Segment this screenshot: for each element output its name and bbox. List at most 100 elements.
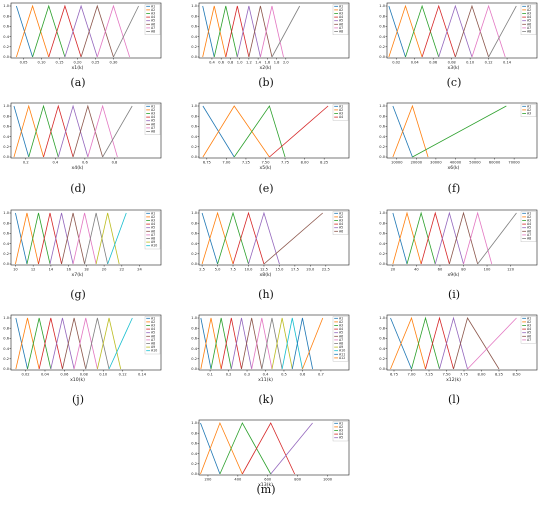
x-tick-label: 10000	[391, 161, 403, 165]
x-tick-label: 12.5	[260, 268, 268, 272]
y-tick-label: 0.8	[379, 326, 385, 330]
membership-line	[85, 317, 110, 370]
membership-line	[72, 212, 97, 265]
membership-line	[438, 4, 473, 58]
subplot-h: 0.0 0.2 0.4 0.6 0.8 1.0 2.5 5.0 7.5 10.0 12.5 15.0 1…	[191, 209, 350, 301]
legend-label: A3	[527, 112, 531, 116]
membership-line	[260, 5, 284, 58]
y-tick-label: 0.8	[379, 14, 385, 18]
x-axis-label: x1(k)	[72, 65, 84, 71]
y-tick-label: 0.0	[3, 55, 9, 59]
x-axis-label: x10(k)	[70, 377, 85, 383]
x-tick-label: 15.0	[275, 268, 284, 272]
legend-label: A4	[151, 115, 155, 119]
legend-label: A5	[151, 19, 155, 23]
legend-label: A2	[339, 8, 343, 12]
membership-line	[62, 317, 87, 370]
x-tick-label: 0.12	[119, 373, 127, 377]
x-tick-label: 14	[49, 268, 54, 272]
x-tick-label: 8.00	[301, 161, 310, 165]
legend-label: A6	[527, 229, 531, 233]
y-tick-label: 0.6	[3, 337, 9, 341]
plot-frame	[198, 2, 350, 59]
x-tick-label: 1.4	[255, 61, 261, 65]
legend	[332, 421, 349, 442]
membership-line	[406, 211, 436, 265]
legend-label: A9	[339, 345, 343, 349]
legend-label: A4	[339, 15, 343, 19]
x-axis-label: x6(k)	[448, 165, 460, 171]
legend-label: A4	[527, 15, 531, 19]
legend-label: A3	[339, 324, 343, 328]
x-tick-label: 22	[120, 268, 125, 272]
legend-label: A7	[339, 26, 343, 30]
panel-caption: (c)	[447, 76, 462, 89]
x-axis-label: x7(k)	[72, 272, 84, 278]
plot-frame	[10, 314, 162, 371]
x-tick-label: 10	[13, 268, 18, 272]
x-tick-label: 800	[294, 478, 302, 482]
x-tick-label: 0.02	[22, 373, 30, 377]
y-tick-label: 0.6	[3, 25, 9, 29]
legend-label: A7	[339, 338, 343, 342]
legend-label: A8	[151, 130, 155, 134]
plot-frame	[198, 314, 350, 371]
membership-line	[467, 317, 517, 370]
membership-line	[219, 422, 272, 475]
membership-line	[392, 104, 429, 158]
legend-label: A5	[151, 331, 155, 335]
x-tick-label: 8.25	[320, 161, 328, 165]
y-tick-label: 0.0	[3, 367, 9, 371]
membership-line	[108, 317, 133, 370]
y-tick-label: 0.6	[191, 25, 197, 29]
y-tick-label: 0.6	[379, 232, 385, 236]
legend-label: A4	[151, 222, 155, 226]
membership-line	[230, 317, 253, 370]
legend-label: A7	[151, 233, 155, 237]
subplot-b: 0.00.20.40.60.81.00.4 0.6 0.8 1.0 1.2 1.4 1.6 1…	[191, 2, 350, 89]
membership-line	[202, 105, 270, 158]
membership-line	[271, 5, 301, 58]
x-tick-label: 400	[234, 478, 242, 482]
membership-line	[281, 317, 303, 370]
y-tick-label: 1.0	[379, 211, 385, 215]
membership-line	[241, 422, 296, 475]
y-tick-label: 0.8	[379, 221, 385, 225]
y-tick-label: 0.2	[191, 45, 197, 49]
legend	[144, 4, 161, 35]
legend-label: A6	[151, 229, 155, 233]
membership-line	[454, 4, 489, 58]
legend-label: A1	[339, 211, 343, 215]
legend-label: A5	[151, 119, 155, 123]
x-tick-label: 12	[31, 268, 36, 272]
legend-label: A2	[339, 425, 343, 429]
legend-label: A7	[527, 233, 531, 237]
y-tick-label: 0.2	[191, 357, 197, 361]
legend-label: A6	[151, 22, 155, 26]
x-tick-label: 20	[391, 268, 396, 272]
legend-label: A5	[527, 331, 531, 335]
y-tick-label: 0.4	[379, 242, 385, 246]
x-tick-label: 200	[205, 478, 213, 482]
y-tick-label: 1.0	[191, 316, 197, 320]
panel-caption: (l)	[448, 393, 460, 406]
legend	[520, 211, 537, 242]
legend	[144, 104, 161, 135]
legend-label: A5	[339, 226, 343, 230]
legend-label: A5	[339, 331, 343, 335]
panel-caption: (h)	[258, 288, 274, 301]
membership-line	[200, 317, 222, 370]
y-tick-label: 0.0	[191, 367, 197, 371]
membership-line	[15, 212, 39, 265]
membership-line	[102, 105, 133, 158]
y-tick-label: 0.4	[191, 135, 197, 139]
legend-label: A8	[151, 342, 155, 346]
legend-label: A9	[151, 345, 155, 349]
subplot-g: 0.0 0.2 0.4 0.6 0.8 1.0 10 12 14 16 18 20 22 24 x7(k) A…	[3, 209, 162, 301]
x-tick-label: 0.10	[38, 61, 47, 65]
membership-line	[233, 105, 286, 158]
legend-label: A2	[527, 8, 531, 12]
subplot-i: 0.00.20.40.60.81.020 40 60 80 100 120x9(k)A1A…	[379, 209, 538, 301]
x-tick-label: 1.8	[274, 61, 280, 65]
y-tick-label: 0.2	[3, 45, 9, 49]
